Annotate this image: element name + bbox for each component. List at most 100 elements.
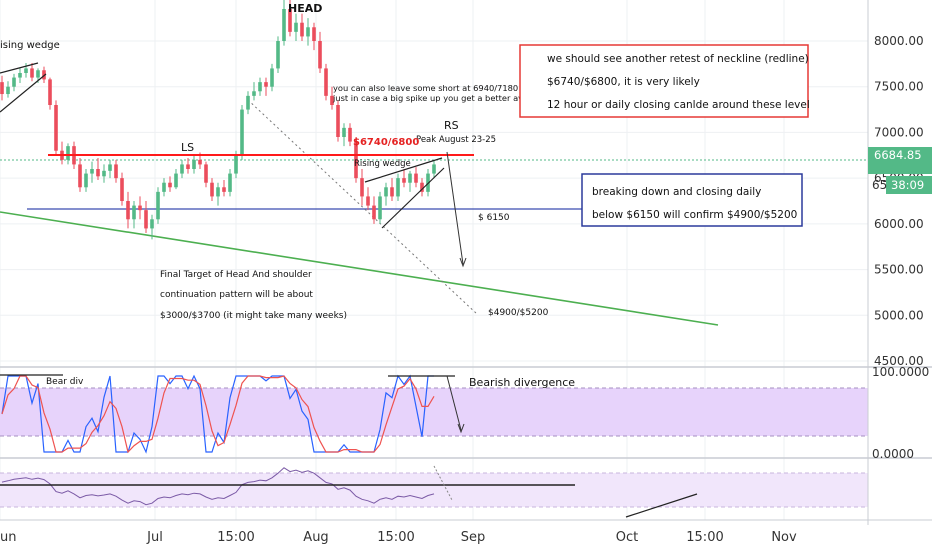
candle-body[interactable] [216, 187, 220, 197]
projection-arrowhead-1 [459, 257, 467, 268]
candle-body[interactable] [252, 91, 256, 96]
projection-line-1[interactable] [446, 151, 464, 265]
candle-body[interactable] [114, 164, 118, 179]
candle-body[interactable] [378, 196, 382, 220]
candle-body[interactable] [144, 210, 148, 229]
blue-note-box[interactable] [581, 173, 803, 227]
candle-body[interactable] [234, 155, 238, 174]
candle-body[interactable] [204, 164, 208, 183]
candle-body[interactable] [372, 205, 376, 220]
candle-body[interactable] [162, 182, 166, 192]
candle-body[interactable] [246, 95, 250, 110]
rsi-band [0, 473, 868, 507]
candle-body[interactable] [264, 82, 268, 87]
red-note-line-3: 12 hour or daily closing canlde around t… [547, 99, 810, 111]
candle-body[interactable] [210, 182, 214, 197]
candle-body[interactable] [228, 173, 232, 192]
candle-body[interactable] [366, 196, 370, 206]
candle-body[interactable] [0, 82, 4, 95]
price-tick-label: 5500.00 [874, 263, 924, 277]
candle-body[interactable] [42, 70, 46, 80]
candle-body[interactable] [36, 70, 40, 78]
candle-body[interactable] [414, 173, 418, 183]
dotted-trendline[interactable] [247, 99, 478, 315]
candle-body[interactable] [192, 159, 196, 169]
final-target-line-3: $3000/$3700 (it might take many weeks) [160, 311, 347, 321]
stoch-arrowhead [457, 423, 465, 434]
candle-body[interactable] [360, 178, 364, 197]
candle-body[interactable] [336, 105, 340, 137]
candle-body[interactable] [78, 164, 82, 188]
candle-body[interactable] [108, 164, 112, 171]
candle-body[interactable] [342, 127, 346, 137]
candle-body[interactable] [294, 22, 298, 32]
price-axis[interactable]: 8000.007500.007000.006500.006000.005500.… [874, 34, 924, 368]
candle-body[interactable] [354, 141, 358, 179]
red-note-line-1: we should see another retest of neckline… [547, 53, 809, 65]
stoch-arrow-line[interactable] [446, 375, 462, 431]
wedge-right-top[interactable] [364, 157, 443, 183]
candle-body[interactable] [288, 9, 292, 32]
candle-body[interactable] [198, 159, 202, 165]
candle-body[interactable] [126, 201, 130, 220]
candle-body[interactable] [156, 191, 160, 220]
bearish-divergence-label: Bearish divergence [469, 376, 575, 389]
candle-body[interactable] [84, 173, 88, 188]
stoch-d-line [1, 375, 435, 454]
candle-body[interactable] [168, 182, 172, 188]
short-note-1: you can also leave some short at 6940/71… [333, 83, 518, 93]
wedge-left-top[interactable] [0, 62, 39, 74]
candle-body[interactable] [432, 164, 436, 174]
wedge-left-bottom[interactable] [0, 73, 47, 113]
rsi-rising-line[interactable] [625, 493, 698, 518]
candle-body[interactable] [180, 164, 184, 174]
final-target-line-1: Final Target of Head And shoulder [160, 270, 312, 280]
candle-body[interactable] [90, 169, 94, 174]
candle-body[interactable] [24, 68, 28, 73]
candle-body[interactable] [12, 77, 16, 87]
candle-body[interactable] [150, 219, 154, 229]
price-tick-label: 7000.00 [874, 125, 924, 139]
candle-body[interactable] [66, 146, 70, 160]
candle-body[interactable] [384, 187, 388, 197]
candle-body[interactable] [348, 127, 352, 142]
candle-body[interactable] [54, 105, 58, 151]
price-tick-label: 7500.00 [874, 80, 924, 94]
candle-body[interactable] [312, 27, 316, 41]
candle-body[interactable] [306, 27, 310, 37]
candle-body[interactable] [48, 79, 52, 105]
candle-body[interactable] [120, 178, 124, 201]
red-note-box[interactable] [519, 44, 809, 118]
candle-body[interactable] [408, 173, 412, 183]
green-trendline[interactable] [0, 211, 719, 326]
candle-body[interactable] [420, 182, 424, 192]
candle-body[interactable] [324, 68, 328, 96]
candle-body[interactable] [276, 41, 280, 69]
candle-body[interactable] [138, 205, 142, 211]
candle-body[interactable] [282, 9, 286, 41]
candle-body[interactable] [96, 169, 100, 177]
candle-body[interactable] [174, 173, 178, 188]
candle-body[interactable] [222, 187, 226, 192]
candle-body[interactable] [390, 187, 394, 197]
candle-body[interactable] [402, 178, 406, 183]
candle-body[interactable] [258, 82, 262, 92]
candle-body[interactable] [300, 22, 304, 37]
time-axis[interactable]: un Jul 15:00 Aug 15:00 Sep Oct 15:00 Nov [0, 530, 797, 545]
countdown-value: 38:09 [891, 178, 924, 192]
candle-body[interactable] [6, 86, 10, 95]
last-price-value: 6684.85 [874, 148, 922, 162]
candle-body[interactable] [18, 73, 22, 78]
candle-body[interactable] [270, 68, 274, 87]
candle-body[interactable] [102, 170, 106, 177]
candle-body[interactable] [30, 68, 34, 78]
candle-body[interactable] [330, 95, 334, 105]
candle-body[interactable] [318, 41, 322, 69]
candle-body[interactable] [132, 205, 136, 220]
blue-note-line-1: breaking down and closing daily [592, 186, 761, 198]
candle-body[interactable] [396, 178, 400, 197]
candle-body[interactable] [186, 164, 190, 169]
candle-body[interactable] [240, 109, 244, 156]
wedge-right-bottom[interactable] [381, 167, 445, 229]
